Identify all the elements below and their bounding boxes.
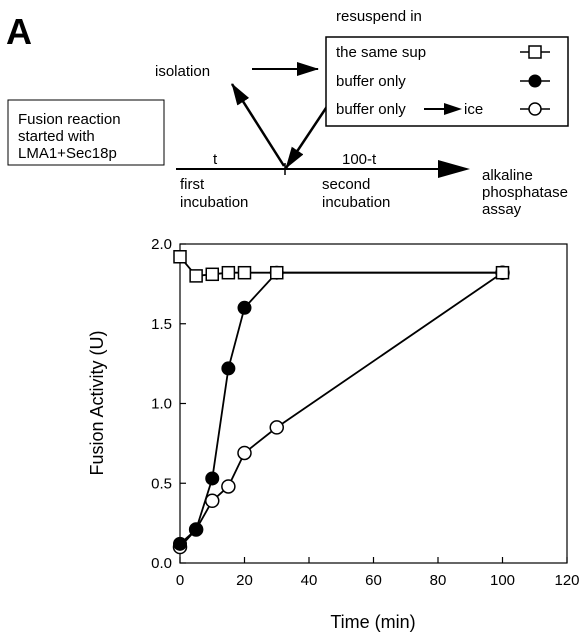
- legend-ice-arrowhead: [444, 103, 462, 115]
- assay-line-1: alkaline: [482, 167, 533, 184]
- y-tick-label: 1.0: [151, 396, 172, 413]
- start-box: [7, 99, 165, 166]
- series-open-circle: [172, 265, 510, 555]
- resuspend-label: resuspend in: [336, 8, 422, 25]
- data-point-open-circle: [205, 493, 220, 509]
- data-point-open-circle: [269, 420, 284, 435]
- data-point-open-square: [173, 250, 187, 264]
- y-axis-title: Fusion Activity (U): [87, 330, 107, 475]
- assay-line-3: assay: [482, 201, 522, 218]
- x-tick-label: 80: [430, 572, 447, 589]
- timeline-arrowhead: [438, 160, 470, 178]
- y-tick-label: 2.0: [151, 236, 172, 253]
- t-label: t: [213, 151, 218, 168]
- series-open-square: [173, 250, 510, 283]
- data-point-filled-circle: [173, 536, 187, 551]
- data-point-open-square: [237, 265, 252, 280]
- data-point-open-square: [495, 265, 510, 280]
- legend-label-buffer-only: buffer only: [336, 73, 406, 90]
- plot-frame: [179, 243, 568, 564]
- remaining-time-label: 100-t: [342, 151, 377, 168]
- legend-marker-open-circle: [528, 102, 542, 116]
- assay-line-2: phosphatase: [482, 184, 568, 201]
- data-point-open-circle: [221, 479, 236, 494]
- data-point-filled-circle: [221, 361, 236, 376]
- series-filled-circle: [173, 265, 510, 551]
- legend-ice-label: ice: [464, 101, 483, 118]
- y-tick-label: 0.5: [151, 475, 172, 492]
- second-incubation-line-2: incubation: [322, 194, 390, 211]
- isolation-arrow: [230, 83, 286, 167]
- x-tick-label: 40: [301, 572, 318, 589]
- legend-label-same-sup: the same sup: [336, 44, 426, 61]
- start-box-line-1: Fusion reaction: [18, 111, 121, 128]
- series-line: [179, 271, 503, 545]
- data-point-open-square: [221, 265, 236, 280]
- legend-marker-open-square: [528, 45, 542, 59]
- data-point-filled-circle: [189, 522, 204, 537]
- axis-ticks: 0 20 40 60 80 100 120 0.0 0.5 1.0 1.5 2.0: [151, 236, 579, 589]
- legend: the same sup buffer only buffer only ice: [325, 36, 569, 127]
- data-point-open-circle: [237, 445, 252, 461]
- isolation-label: isolation: [155, 63, 210, 80]
- legend-marker-filled-circle: [528, 74, 542, 88]
- x-tick-label: 60: [365, 572, 382, 589]
- x-tick-label: 20: [236, 572, 253, 589]
- first-incubation-line-2: incubation: [180, 194, 248, 211]
- plot-area: 0 20 40 60 80 100 120 0.0 0.5 1.0 1.5 2.0: [151, 236, 579, 589]
- x-axis-title: Time (min): [330, 612, 415, 632]
- y-tick-label: 0.0: [151, 555, 172, 572]
- data-point-open-square: [189, 269, 203, 283]
- data-point-filled-circle: [237, 300, 252, 315]
- data-point-open-square: [205, 267, 219, 282]
- data-point-open-square: [270, 265, 284, 280]
- legend-label-buffer-ice: buffer only: [336, 101, 406, 118]
- series-layer: [172, 250, 510, 555]
- second-incubation-line-1: second: [322, 176, 370, 193]
- data-point-filled-circle: [205, 471, 220, 486]
- start-box-line-3: LMA1+Sec18p: [18, 145, 117, 162]
- x-tick-label: 100: [490, 572, 515, 589]
- y-tick-label: 1.5: [151, 316, 172, 333]
- x-tick-label: 120: [554, 572, 579, 589]
- series-line: [179, 271, 504, 548]
- first-incubation-line-1: first: [180, 176, 205, 193]
- start-box-line-2: started with: [18, 128, 95, 145]
- x-tick-label: 0: [176, 572, 184, 589]
- experiment-scheme: Fusion reaction started with LMA1+Sec18p…: [7, 8, 569, 218]
- panel-label: A: [6, 11, 32, 52]
